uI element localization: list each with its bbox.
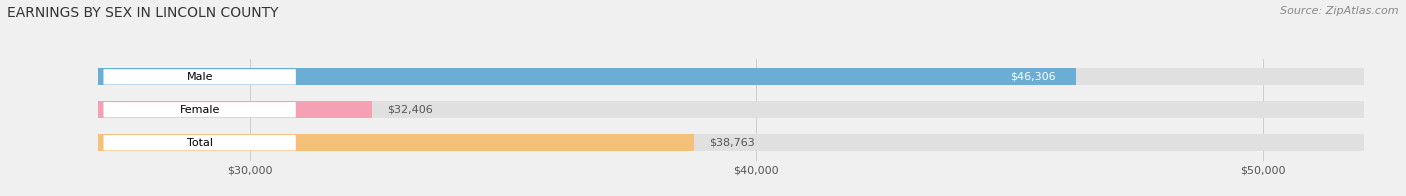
Text: EARNINGS BY SEX IN LINCOLN COUNTY: EARNINGS BY SEX IN LINCOLN COUNTY — [7, 6, 278, 20]
Bar — [98, 68, 1076, 85]
FancyBboxPatch shape — [104, 69, 295, 84]
Text: $46,306: $46,306 — [1010, 72, 1056, 82]
Bar — [98, 101, 1364, 118]
Bar — [98, 68, 1364, 85]
FancyBboxPatch shape — [104, 102, 295, 117]
Bar — [98, 101, 373, 118]
Bar — [98, 134, 693, 151]
Text: Total: Total — [187, 138, 212, 148]
Text: Source: ZipAtlas.com: Source: ZipAtlas.com — [1281, 6, 1399, 16]
FancyBboxPatch shape — [104, 135, 295, 150]
Text: Male: Male — [187, 72, 212, 82]
Bar — [98, 134, 1364, 151]
Text: Female: Female — [180, 105, 219, 115]
Text: $32,406: $32,406 — [387, 105, 433, 115]
Text: $38,763: $38,763 — [709, 138, 755, 148]
